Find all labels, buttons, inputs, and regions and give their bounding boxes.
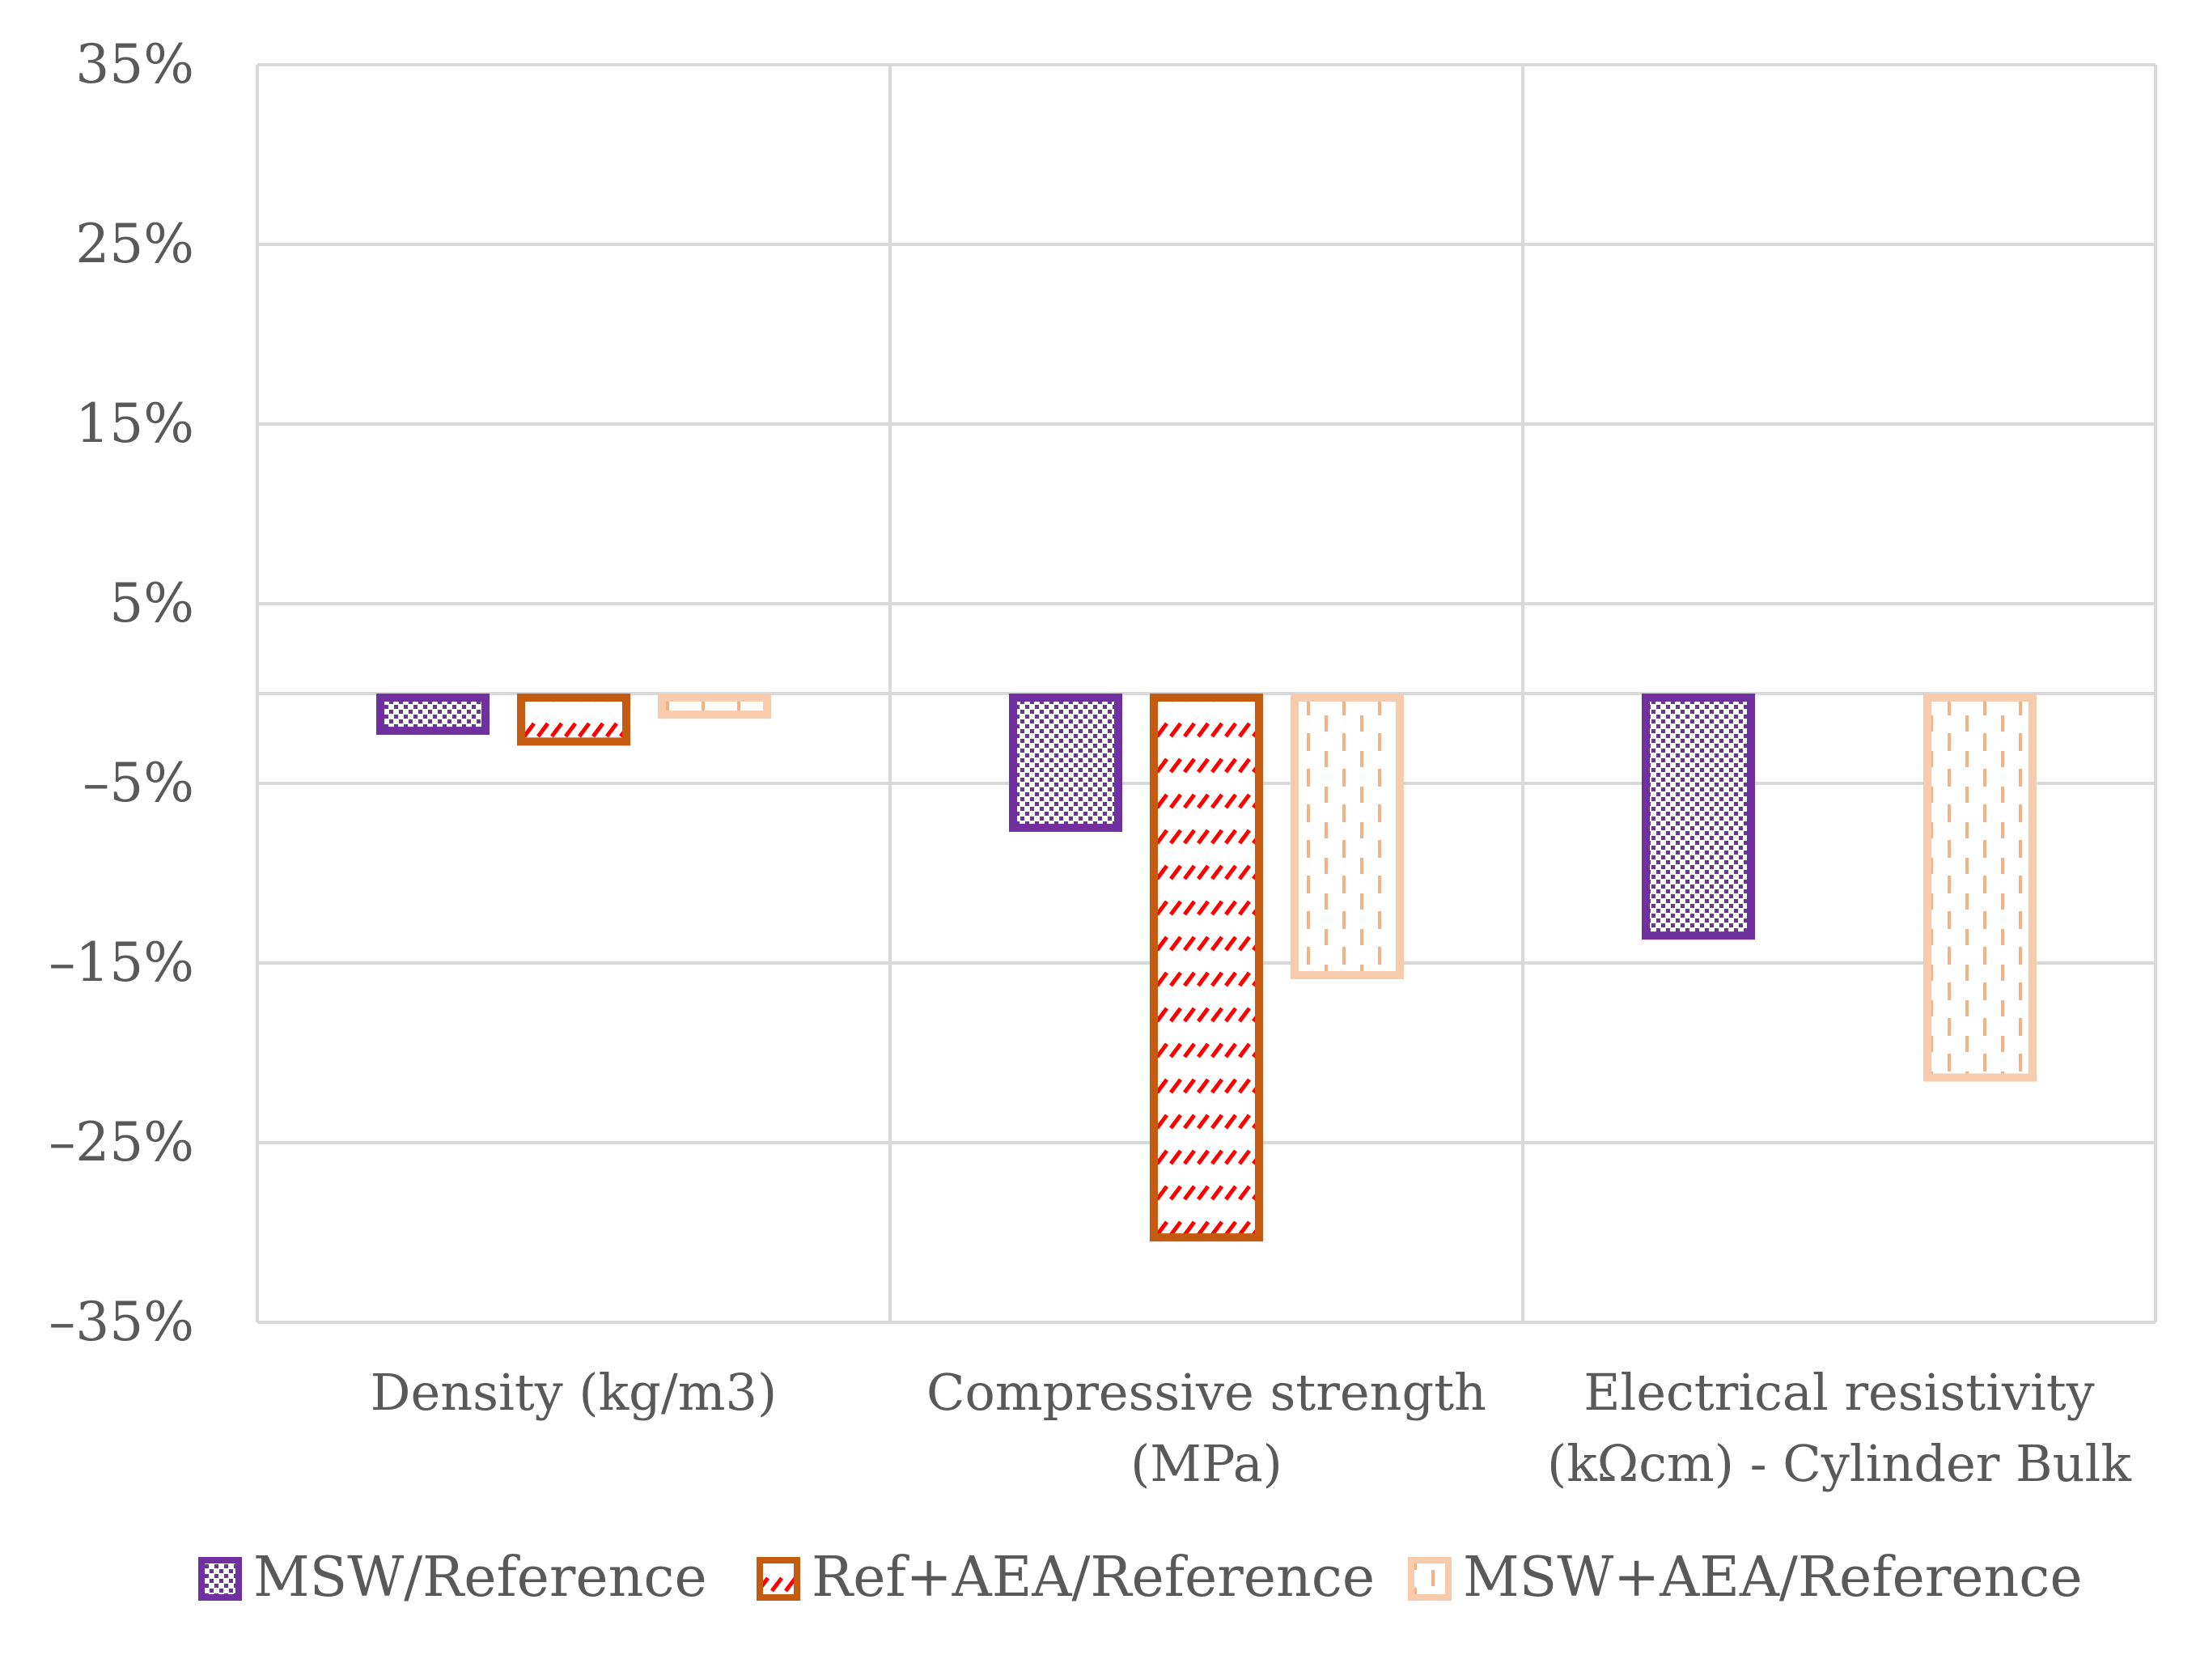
bar-ref-aea-reference-0 (517, 694, 630, 746)
category-label: (kΩcm) - Cylinder Bulk (1547, 1434, 2131, 1493)
category-label: Compressive strength (926, 1363, 1486, 1422)
bar-msw-aea-reference-1 (1291, 694, 1404, 979)
bar-msw-reference-0 (376, 694, 490, 736)
y-axis-tick-labels: 35% 25% 15% 5% –5% –15% –25% –35% (49, 33, 194, 1353)
y-tick-label: 25% (75, 213, 194, 275)
bars (376, 694, 2037, 1242)
x-axis-category-labels: Density (kg/m3) Compressive strength (MPa)… (371, 1363, 2132, 1493)
legend-label: MSW+AEA/Reference (1463, 1546, 2083, 1610)
bar-msw-reference-2 (1642, 694, 1755, 940)
legend-swatch (757, 1557, 800, 1601)
bar-msw-aea-reference-2 (1923, 694, 2037, 1082)
category-label: (MPa) (1130, 1434, 1282, 1493)
y-tick-label: –35% (49, 1291, 194, 1353)
bar-msw-aea-reference-0 (658, 694, 771, 719)
bar-msw-reference-1 (1009, 694, 1122, 832)
y-tick-label: 5% (109, 572, 194, 634)
legend-swatch (198, 1557, 242, 1601)
y-tick-label: –5% (83, 752, 194, 814)
legend-label: MSW/Reference (253, 1546, 707, 1610)
y-tick-label: –15% (49, 931, 194, 994)
y-tick-label: –25% (49, 1111, 194, 1173)
legend-swatch (1408, 1557, 1452, 1601)
category-label: Density (kg/m3) (371, 1363, 777, 1422)
y-tick-label: 35% (75, 33, 194, 95)
y-tick-label: 15% (75, 392, 194, 455)
legend-label: Ref+AEA/Reference (812, 1546, 1375, 1610)
category-label: Electrical resistivity (1583, 1363, 2094, 1422)
bar-ref-aea-reference-1 (1150, 694, 1263, 1242)
legend: MSW/Reference Ref+AEA/Reference MSW+AEA/Re… (198, 1546, 2083, 1610)
